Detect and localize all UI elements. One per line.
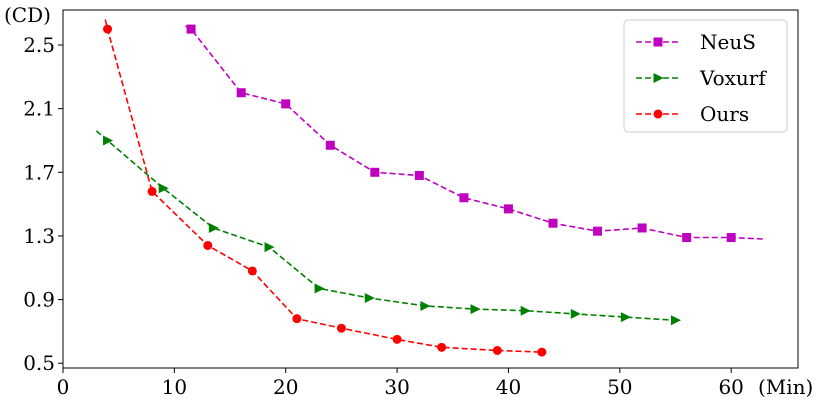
data-point	[548, 218, 558, 228]
series-ours	[103, 19, 547, 357]
y-tick-label: 2.5	[23, 33, 55, 57]
legend-marker	[653, 37, 663, 47]
data-point	[637, 223, 647, 233]
data-point	[208, 222, 219, 233]
data-point	[570, 308, 581, 319]
data-point	[671, 315, 681, 326]
x-tick-label: 50	[607, 375, 632, 399]
data-point	[103, 24, 113, 34]
y-tick-label: 0.9	[23, 288, 55, 312]
data-point	[726, 233, 736, 243]
y-tick-label: 1.3	[23, 224, 55, 248]
data-point	[414, 170, 424, 180]
data-point	[203, 240, 213, 250]
series-line	[95, 130, 676, 322]
data-point	[186, 24, 196, 34]
x-tick-label: 60	[718, 375, 743, 399]
data-point	[470, 304, 481, 315]
data-point	[492, 345, 502, 355]
legend: NeuS Voxurf Ours	[623, 19, 788, 133]
x-tick-label: 0	[57, 375, 70, 399]
data-point	[392, 334, 402, 344]
y-tick-label: 1.7	[23, 160, 55, 184]
data-point	[364, 292, 375, 303]
x-tick-label: 20	[273, 375, 298, 399]
data-point	[620, 312, 631, 323]
axes-layer: 0 10 20 30 40 50 60 0.5 0.9 1.3 1.7 2.1 2.5	[23, 33, 744, 399]
data-point	[236, 88, 246, 98]
legend-box	[623, 19, 788, 133]
legend-label: Voxurf	[699, 66, 767, 90]
series-layer	[95, 19, 765, 357]
data-point	[370, 167, 380, 177]
data-point	[281, 99, 291, 109]
y-axis-label: (CD)	[4, 3, 51, 27]
series-line	[104, 19, 542, 353]
data-point	[420, 300, 431, 311]
legend-label: NeuS	[700, 30, 756, 54]
legend-marker	[653, 109, 663, 119]
series-line	[185, 25, 765, 240]
data-point	[158, 183, 169, 194]
data-point	[459, 193, 469, 203]
x-tick-label: 40	[496, 375, 521, 399]
data-point	[537, 347, 547, 357]
x-axis-label: (Min)	[758, 375, 813, 399]
y-tick-label: 0.5	[23, 351, 55, 375]
legend-marker	[653, 73, 664, 83]
data-point	[103, 135, 114, 146]
data-point	[437, 342, 447, 352]
series-voxurf	[95, 130, 681, 326]
series-neus	[185, 24, 765, 243]
data-point	[325, 140, 335, 150]
data-point	[314, 283, 325, 294]
data-point	[336, 323, 346, 333]
plot-frame	[62, 9, 799, 369]
data-point	[264, 242, 275, 253]
data-point	[147, 186, 157, 196]
data-point	[520, 305, 531, 316]
data-point	[682, 233, 692, 243]
x-tick-label: 30	[384, 375, 409, 399]
legend-label: Ours	[700, 102, 749, 126]
data-point	[247, 266, 257, 276]
data-point	[292, 314, 302, 324]
data-point	[503, 204, 513, 214]
y-tick-label: 2.1	[23, 97, 55, 121]
x-tick-label: 10	[162, 375, 187, 399]
data-point	[593, 226, 603, 236]
